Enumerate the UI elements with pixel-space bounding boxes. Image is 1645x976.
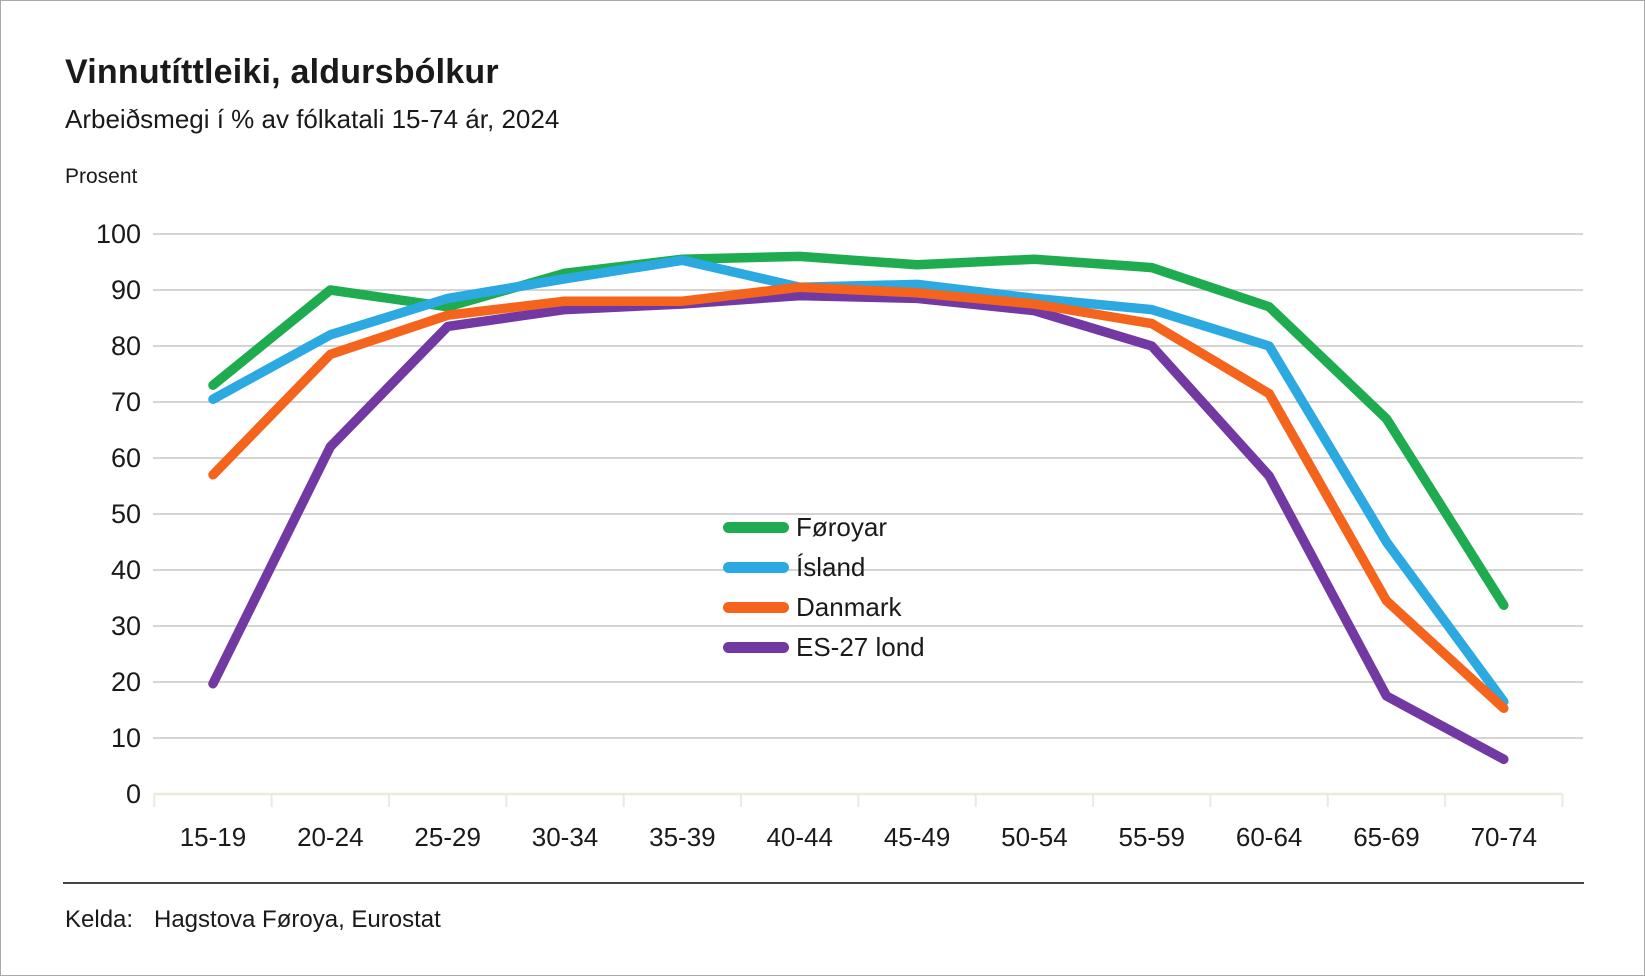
legend-swatch-icon <box>723 521 789 533</box>
legend-item: Ísland <box>723 547 925 587</box>
legend-label: Danmark <box>796 591 902 622</box>
y-axis-tick-label: 80 <box>110 331 141 361</box>
x-axis-tick-label: 40-44 <box>766 822 833 852</box>
series-line-es-27-lond <box>208 290 1509 765</box>
x-axis-tick-label: 35-39 <box>649 822 716 852</box>
legend-item: Danmark <box>723 587 925 627</box>
legend-swatch-icon <box>723 641 789 653</box>
x-axis-tick-label: 60-64 <box>1235 822 1303 852</box>
legend: Føroyar Ísland Danmark ES-27 lond <box>723 507 925 667</box>
x-axis-tick-label: 15-19 <box>179 822 247 852</box>
y-axis-tick-label: 30 <box>110 611 141 641</box>
y-axis-tick-label: 100 <box>95 219 141 249</box>
y-axis-tick-label: 40 <box>110 555 141 585</box>
legend-swatch-icon <box>723 601 789 613</box>
chart-subtitle: Arbeiðsmegi í % av fólkatali 15-74 ár, 2… <box>65 104 560 134</box>
x-axis-tick-label: 25-29 <box>414 822 481 852</box>
legend-swatch-icon <box>723 561 789 573</box>
x-axis-tick-label: 45-49 <box>883 822 951 852</box>
x-axis-tick-label: 55-59 <box>1118 822 1186 852</box>
y-axis-tick-label: 60 <box>110 443 141 473</box>
legend-label: Føroyar <box>796 511 887 542</box>
x-axis-tick-label: 30-34 <box>531 822 599 852</box>
legend-label: Ísland <box>796 551 866 582</box>
y-axis-tick-label: 90 <box>110 275 141 305</box>
legend-label: ES-27 lond <box>796 631 925 662</box>
x-axis-tick-label: 50-54 <box>1001 822 1068 852</box>
x-axis-tick-label: 70-74 <box>1470 822 1538 852</box>
series-line-danmark <box>208 282 1509 714</box>
source-value: Hagstova Føroya, Eurostat <box>154 906 441 933</box>
source-separator <box>63 882 1584 884</box>
legend-item: ES-27 lond <box>723 627 925 667</box>
y-axis-tick-label: 0 <box>125 779 141 809</box>
legend-item: Føroyar <box>723 507 925 547</box>
y-axis-title: Prosent <box>65 165 138 188</box>
y-axis-tick-label: 50 <box>110 499 141 529</box>
y-axis-tick-label: 70 <box>110 387 141 417</box>
chart-title: Vinnutíttleiki, aldursbólkur <box>65 53 499 91</box>
source-row: Kelda: Hagstova Føroya, Eurostat <box>65 906 441 934</box>
y-axis-tick-label: 20 <box>110 667 141 697</box>
source-label: Kelda: <box>65 906 134 933</box>
x-axis-tick-label: 20-24 <box>297 822 364 852</box>
y-axis-tick-label: 10 <box>110 723 141 753</box>
x-axis-tick-label: 65-69 <box>1353 822 1420 852</box>
